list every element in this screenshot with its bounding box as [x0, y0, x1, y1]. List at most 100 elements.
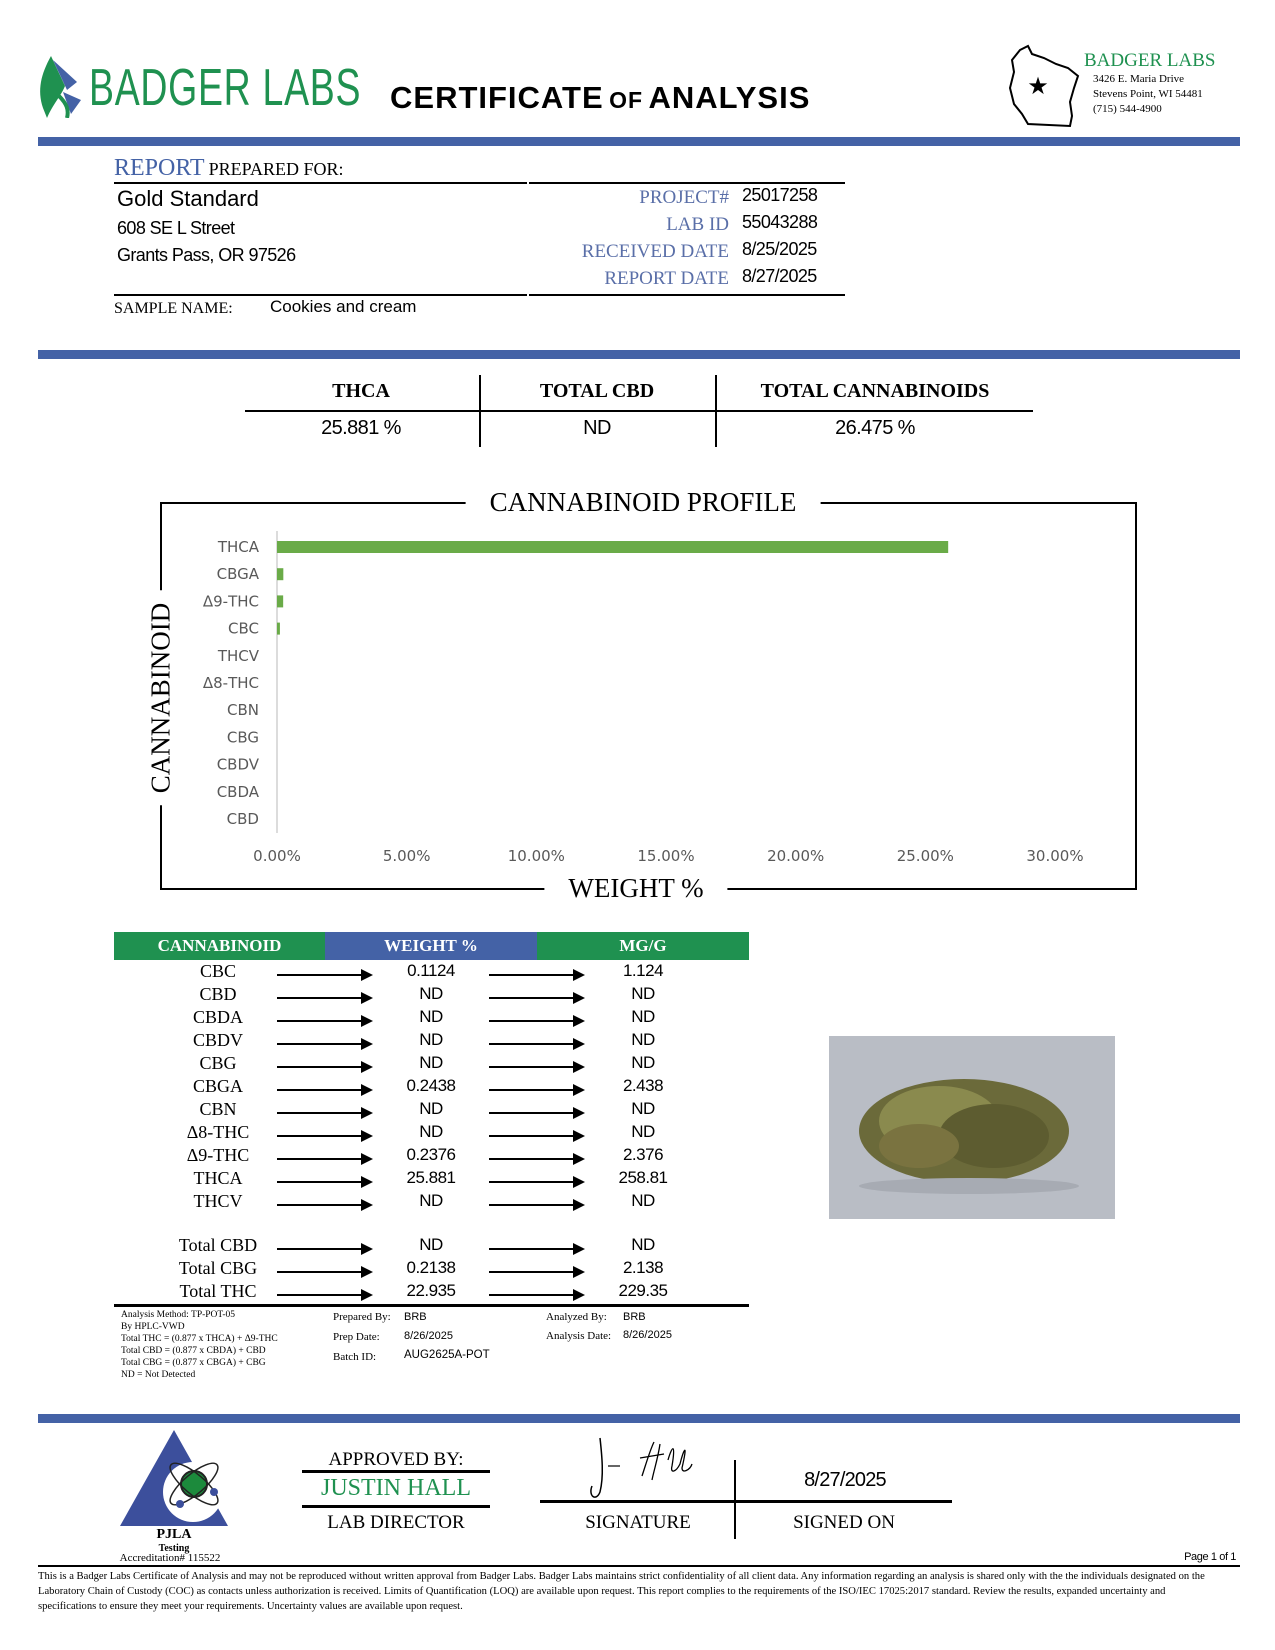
approved-by-label: APPROVED BY: [328, 1449, 464, 1470]
divider-bar [38, 350, 1240, 359]
mgg-value: ND [631, 1122, 655, 1141]
summary-value: 25.881 % [321, 417, 401, 439]
arrow-icon [489, 1084, 585, 1096]
disclaimer: This is a Badger Labs Certificate of Ana… [38, 1571, 1205, 1612]
info-label: LAB ID [666, 214, 729, 235]
pjla-text: PJLA [156, 1527, 192, 1542]
lab-name: BADGER LABS [1084, 50, 1216, 71]
chart-title: CANNABINOID PROFILE [465, 487, 821, 518]
divider [114, 1304, 749, 1307]
approver-name: JUSTIN HALL [321, 1475, 471, 1501]
y-tick-label: CBD [227, 810, 259, 828]
arrow-icon [277, 1243, 373, 1255]
cannabis-bud-image [859, 1079, 1079, 1194]
note-line: ND = Not Detected [121, 1370, 196, 1380]
mgg-value: 229.35 [618, 1281, 669, 1300]
accreditation-number: Accreditation# 115522 [119, 1552, 221, 1564]
lab-address-1: 3426 E. Maria Drive [1093, 73, 1185, 85]
arrow-icon [489, 969, 585, 981]
y-tick-label: CBDA [217, 783, 260, 801]
x-tick-label: 5.00% [383, 847, 431, 865]
divider [114, 294, 527, 296]
weight-value: ND [419, 1191, 443, 1210]
divider-bar [38, 137, 1240, 146]
arrow-icon [277, 1130, 373, 1142]
divider [245, 410, 1033, 412]
lab-phone: (715) 544-4900 [1093, 103, 1162, 115]
arrow-icon [277, 1289, 373, 1301]
y-tick-label: Δ9-THC [203, 592, 259, 610]
weight-value: 0.1124 [407, 961, 455, 980]
mgg-value: ND [631, 1007, 655, 1026]
arrow-icon [489, 1266, 585, 1278]
arrow-icon [489, 1243, 585, 1255]
x-tick-label: 10.00% [508, 847, 565, 865]
cannabinoid-bar-chart: THCA CBGA Δ9-THC CBC THCV Δ8-THC CBN CBG CBDV CBD… [203, 531, 1084, 865]
x-tick-label: 15.00% [637, 847, 694, 865]
divider [734, 1460, 736, 1539]
mgg-value: ND [631, 1030, 655, 1049]
logo-text: BADGER LABS [89, 59, 362, 117]
cannabinoid-name: Total THC [179, 1281, 257, 1301]
weight-value: ND [419, 1122, 443, 1141]
page-title: CERTIFICATE OF ANALYSIS [390, 80, 811, 115]
arrow-icon [489, 1107, 585, 1119]
chart-xlabel: WEIGHT % [544, 873, 728, 904]
cannabinoid-name: CBDA [192, 1007, 244, 1027]
summary-label: TOTAL CANNABINOIDS [760, 380, 990, 402]
header-cannabinoid: CANNABINOID [114, 932, 325, 960]
cannabinoid-name: Total CBD [178, 1235, 258, 1255]
arrow-icon [277, 969, 373, 981]
cannabinoid-name: Total CBG [178, 1258, 258, 1278]
weight-value: 0.2376 [406, 1145, 457, 1164]
info-value: 55043288 [742, 212, 818, 232]
svg-text:★: ★ [1027, 74, 1049, 100]
cannabinoid-name: CBDV [192, 1030, 244, 1050]
info-label: RECEIVED DATE [581, 241, 729, 262]
pjla-accreditation-logo [120, 1430, 228, 1526]
divider [302, 1505, 490, 1508]
bar-THCA [277, 541, 949, 553]
weight-value: ND [419, 1007, 443, 1026]
info-label: REPORT DATE [604, 268, 729, 289]
arrow-icon [489, 1130, 585, 1142]
wisconsin-map-icon: ★ [1008, 44, 1080, 128]
signature-image [590, 1437, 693, 1498]
signed-on-label: SIGNED ON [793, 1512, 895, 1533]
arrow-icon [489, 1038, 585, 1050]
sample-name-label: SAMPLE NAME: [114, 300, 233, 317]
arrow-icon [277, 1061, 373, 1073]
mgg-value: 1.124 [622, 961, 664, 980]
x-tick-label: 20.00% [767, 847, 824, 865]
mgg-value: ND [631, 984, 655, 1003]
header-weight: WEIGHT % [325, 932, 537, 960]
mgg-value: 258.81 [618, 1168, 669, 1187]
cannabinoid-name: CBC [199, 961, 237, 981]
y-tick-label: CBG [227, 728, 259, 746]
client-address-1: 608 SE L Street [117, 218, 235, 238]
cannabinoid-name: THCA [193, 1168, 243, 1188]
divider [715, 375, 717, 447]
arrow-icon [277, 1176, 373, 1188]
divider [114, 182, 527, 184]
note-line: Total THC = (0.877 x THCA) + Δ9-THC [121, 1334, 278, 1344]
mgg-value: ND [631, 1191, 655, 1210]
y-tick-label: CBC [228, 620, 259, 638]
client-address-2: Grants Pass, OR 97526 [117, 245, 296, 265]
mgg-value: 2.138 [622, 1258, 664, 1277]
summary-label: THCA [332, 380, 390, 402]
y-tick-label: Δ8-THC [203, 674, 259, 692]
cannabinoid-name: CBN [199, 1099, 237, 1119]
arrow-icon [277, 1153, 373, 1165]
bar-Δ9-THC [277, 595, 284, 608]
divider [479, 375, 481, 447]
analysis-notes: Analysis Method: TP-POT-05 By HPLC-VWD Tot… [121, 1309, 278, 1381]
divider [38, 1565, 1240, 1567]
weight-value: ND [419, 1053, 443, 1072]
bar-CBGA [277, 568, 284, 581]
arrow-icon [489, 1199, 585, 1211]
mgg-value: 2.438 [622, 1076, 664, 1095]
info-value: 25017258 [742, 185, 818, 205]
report-prepared-for: REPORT PREPARED FOR: [114, 155, 344, 181]
y-tick-label: CBN [227, 701, 259, 719]
